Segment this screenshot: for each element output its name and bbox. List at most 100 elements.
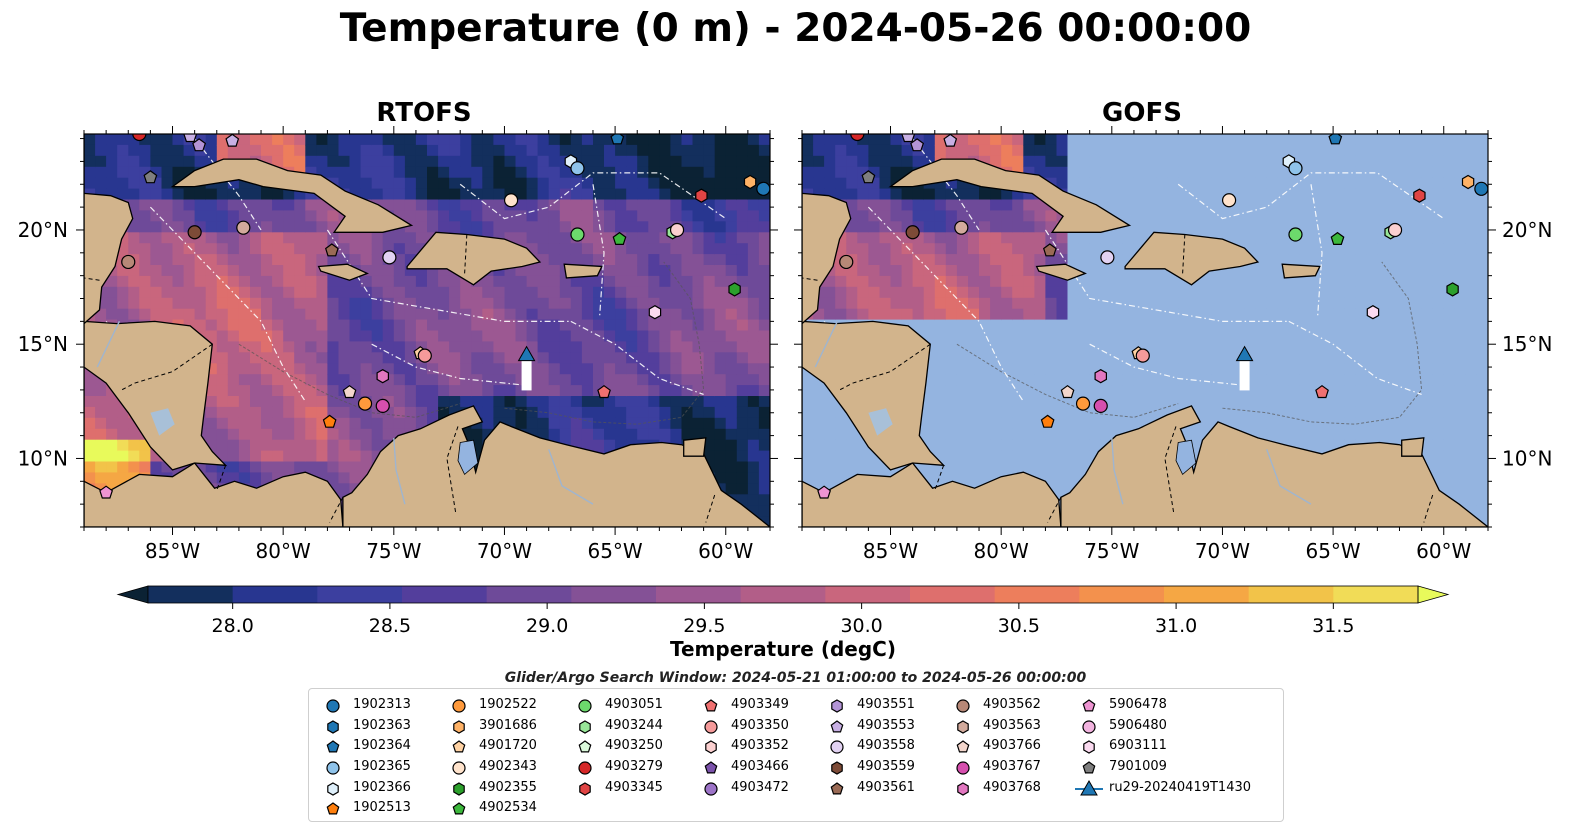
temperature-cell <box>250 188 262 201</box>
landmass <box>802 134 1488 527</box>
temperature-cell <box>581 374 594 386</box>
temperature-cell <box>570 439 583 452</box>
temperature-cell <box>183 232 196 244</box>
temperature-cell <box>161 221 174 233</box>
temperature-cell <box>979 221 991 233</box>
temperature-cell <box>1056 363 1069 375</box>
temperature-cell <box>128 177 140 190</box>
temperature-cell <box>1277 275 1290 288</box>
temperature-cell <box>758 341 770 353</box>
temperature-cell <box>139 461 151 473</box>
temperature-cell <box>360 243 373 255</box>
temperature-cell <box>1100 177 1113 190</box>
temperature-cell <box>1156 210 1168 222</box>
temperature-cell <box>1156 188 1168 201</box>
temperature-cell <box>482 144 494 157</box>
temperature-cell <box>1443 385 1456 397</box>
temperature-cell <box>1133 177 1146 190</box>
temperature-cell <box>559 363 572 375</box>
temperature-cell <box>1377 254 1390 266</box>
temperature-cell <box>725 166 738 179</box>
temperature-cell <box>95 439 107 452</box>
temperature-cell <box>1333 265 1345 277</box>
temperature-cell <box>1034 450 1047 463</box>
temperature-cell <box>934 417 947 430</box>
temperature-cell <box>692 166 705 179</box>
temperature-cell <box>1421 352 1434 364</box>
legend-label: 1902313 <box>353 697 411 712</box>
temperature-cell <box>615 144 627 157</box>
temperature-cell <box>1410 275 1423 288</box>
temperature-cell <box>526 319 539 332</box>
legend-marker <box>452 740 466 753</box>
temperature-cell <box>1012 210 1024 222</box>
temperature-cell <box>1233 319 1246 332</box>
temperature-cell <box>515 199 528 211</box>
temperature-cell <box>1244 265 1257 277</box>
temperature-cell <box>1056 297 1069 310</box>
temperature-cell <box>482 363 494 375</box>
temperature-cell <box>427 374 439 386</box>
temperature-cell <box>758 450 770 463</box>
temperature-cell <box>150 221 163 233</box>
temperature-cell <box>1233 265 1246 277</box>
temperature-cell <box>526 385 539 397</box>
temperature-cell <box>449 341 461 353</box>
temperature-cell <box>261 406 273 419</box>
temperature-cell <box>857 243 869 255</box>
temperature-cell <box>1454 286 1467 299</box>
temperature-cell <box>283 396 295 408</box>
temperature-cell <box>945 428 958 441</box>
temperature-cell <box>604 155 616 168</box>
temperature-cell <box>581 134 594 146</box>
temperature-cell <box>714 199 727 211</box>
temperature-cell <box>648 385 660 397</box>
temperature-cell <box>1299 166 1312 179</box>
temperature-cell <box>637 265 649 277</box>
temperature-cell <box>1200 352 1212 364</box>
temperature-cell <box>725 308 738 321</box>
temperature-cell <box>703 199 716 211</box>
temperature-cell <box>1388 341 1401 353</box>
land-hispaniola <box>406 231 542 286</box>
temperature-cell <box>1454 472 1467 484</box>
temperature-cell <box>393 319 406 332</box>
temperature-cell <box>1189 286 1201 299</box>
map-content <box>84 134 770 527</box>
temperature-cell <box>415 166 428 179</box>
temperature-cell <box>371 352 384 364</box>
temperature-cell <box>338 406 351 419</box>
temperature-cell <box>956 428 969 441</box>
temperature-cell <box>482 166 494 179</box>
temperature-cell <box>238 243 251 255</box>
temperature-cell <box>1122 363 1135 375</box>
temperature-cell <box>714 297 727 310</box>
temperature-cell <box>205 254 218 266</box>
temperature-cell <box>1222 406 1235 419</box>
temperature-cell <box>1001 199 1013 211</box>
temperature-cell <box>846 275 858 288</box>
temperature-cell <box>626 297 638 310</box>
temperature-cell <box>934 297 947 310</box>
temperature-cell <box>1388 144 1401 157</box>
temperature-cell <box>1111 177 1124 190</box>
temperature-cell <box>1399 363 1412 375</box>
temperature-cell <box>1023 396 1035 408</box>
temperature-cell <box>537 265 550 277</box>
temperature-cell <box>659 265 672 277</box>
temperature-cell <box>250 199 262 211</box>
temperature-cell <box>725 363 738 375</box>
temperature-cell <box>305 319 317 332</box>
temperature-cell <box>581 330 594 342</box>
temperature-cell <box>559 341 572 353</box>
temperature-cell <box>1145 134 1157 146</box>
temperature-cell <box>956 461 969 473</box>
float-marker <box>99 485 114 499</box>
temperature-cell <box>316 472 329 484</box>
temperature-cell <box>1189 177 1201 190</box>
temperature-cell <box>934 265 947 277</box>
temperature-cell <box>1100 243 1113 255</box>
temperature-cell <box>736 254 749 266</box>
temperature-cell <box>1410 265 1423 277</box>
temperature-cell <box>1355 363 1367 375</box>
